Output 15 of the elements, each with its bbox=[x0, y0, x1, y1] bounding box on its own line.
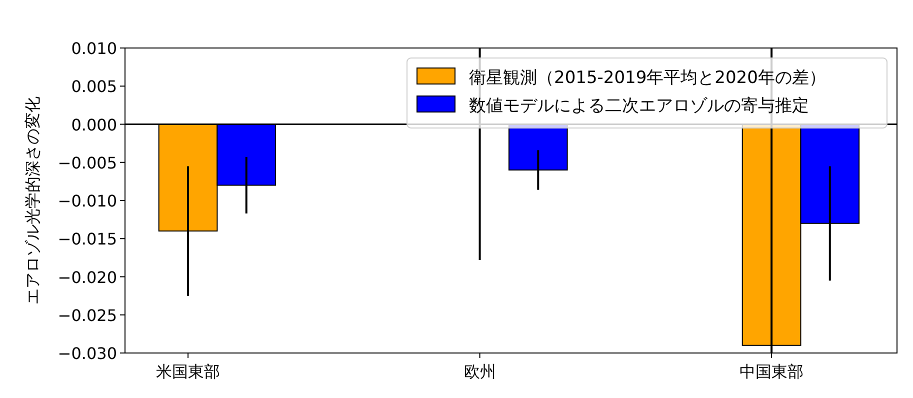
y-tick-label: −0.005 bbox=[58, 153, 117, 172]
y-tick-label: 0.000 bbox=[71, 115, 117, 134]
legend-label: 衛星観測（2015-2019年平均と2020年の差） bbox=[469, 68, 826, 88]
y-tick-label: −0.010 bbox=[58, 192, 117, 210]
legend-label: 数値モデルによる二次エアロゾルの寄与推定 bbox=[469, 96, 809, 116]
x-tick-label: 欧州 bbox=[464, 362, 496, 381]
y-tick-label: −0.025 bbox=[58, 306, 117, 325]
x-tick-label: 中国東部 bbox=[740, 362, 804, 381]
y-tick-label: −0.015 bbox=[58, 230, 117, 249]
y-tick-label: −0.030 bbox=[58, 344, 117, 363]
y-tick-label: 0.005 bbox=[71, 77, 117, 96]
y-tick-label: 0.010 bbox=[71, 39, 117, 58]
x-tick-label: 米国東部 bbox=[156, 362, 220, 381]
y-axis-title: エアロゾル光学的深さの変化 bbox=[23, 96, 42, 304]
y-tick-label: −0.020 bbox=[58, 268, 117, 287]
